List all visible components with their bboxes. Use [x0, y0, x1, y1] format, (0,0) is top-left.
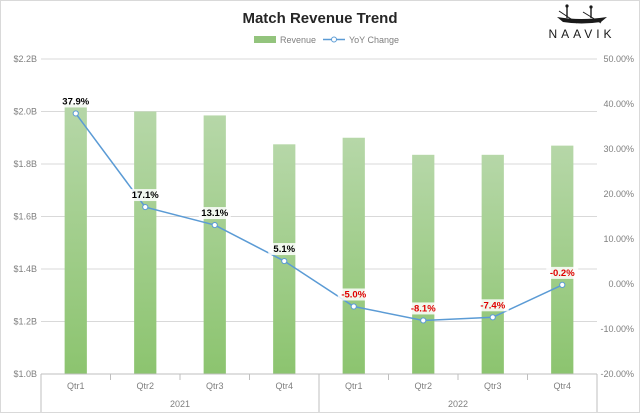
yoy-data-label: 17.1%: [132, 190, 159, 201]
oar-icon: [558, 10, 578, 24]
revenue-bar: [481, 154, 504, 374]
revenue-bar: [412, 154, 435, 374]
x-tick-label: Qtr3: [484, 381, 502, 391]
revenue-bar: [203, 115, 226, 374]
revenue-bar: [64, 103, 87, 374]
x-tick-label: Qtr2: [414, 381, 432, 391]
revenue-bar: [342, 137, 365, 374]
yoy-data-label: 13.1%: [201, 208, 228, 219]
logo-text: NAAVIK: [548, 27, 615, 41]
x-group-label: 2022: [448, 399, 468, 409]
yoy-label-background: [59, 95, 92, 108]
legend-revenue-label: Revenue: [280, 35, 316, 45]
yoy-point: [72, 110, 79, 117]
y-left-tick-label: $2.2B: [13, 54, 37, 64]
gridlines: [41, 58, 597, 375]
oar-icon: [582, 11, 602, 24]
revenue-bar: [551, 145, 574, 374]
y-right-tick-label: 30.00%: [603, 144, 634, 154]
y-left-tick-label: $1.2B: [13, 317, 37, 327]
yoy-label-background: [129, 189, 162, 202]
y-right-tick-label: 50.00%: [603, 54, 634, 64]
y-axis-right: -20.00% -10.00% 0.00% 10.00% 20.00% 30.00% 40.…: [600, 54, 634, 379]
yoy-data-label: -0.2%: [550, 268, 575, 279]
y-left-tick-label: $2.0B: [13, 107, 37, 117]
y-left-tick-label: $1.6B: [13, 212, 37, 222]
yoy-data-label: 5.1%: [273, 244, 295, 255]
x-tick-label: Qtr1: [345, 381, 363, 391]
yoy-data-label: 37.9%: [62, 96, 89, 107]
yoy-point: [489, 314, 496, 321]
naavik-logo: NAAVIK: [548, 4, 615, 41]
chart-title: Match Revenue Trend: [242, 10, 397, 27]
y-left-tick-label: $1.0B: [13, 369, 37, 379]
x-tick-label: Qtr4: [275, 381, 293, 391]
yoy-line: [72, 110, 566, 324]
x-tick-label: Qtr2: [136, 381, 154, 391]
yoy-series-line: [75, 113, 563, 322]
y-left-tick-label: $1.4B: [13, 264, 37, 274]
yoy-data-label: -7.4%: [480, 300, 505, 311]
yoy-point: [350, 303, 357, 310]
x-tick-label: Qtr1: [67, 381, 85, 391]
yoy-point: [281, 257, 288, 265]
y-left-tick-label: $1.8B: [13, 159, 37, 169]
yoy-data-labels: 37.9% 17.1% 13.1% 5.1% -5.0% -8.1% -7.4% -0.2%: [59, 95, 579, 315]
legend-yoy-marker: [331, 36, 337, 43]
yoy-label-background: [407, 302, 440, 315]
legend-yoy-label: YoY Change: [349, 35, 399, 45]
yoy-point: [142, 203, 149, 211]
yoy-data-label: -8.1%: [411, 303, 436, 314]
yoy-label-background: [546, 266, 579, 279]
x-group-label: 2021: [170, 399, 190, 409]
yoy-point: [211, 221, 218, 229]
y-right-tick-label: 10.00%: [603, 234, 634, 244]
x-tick-label: Qtr3: [206, 381, 224, 391]
revenue-bars: [64, 103, 574, 374]
yoy-label-background: [268, 243, 301, 256]
yoy-point: [559, 281, 566, 288]
yoy-label-background: [337, 288, 370, 301]
yoy-point: [420, 317, 427, 324]
legend-revenue-swatch: [254, 36, 276, 43]
y-right-tick-label: 0.00%: [608, 279, 634, 289]
y-right-tick-label: 20.00%: [603, 189, 634, 199]
y-right-tick-label: 40.00%: [603, 99, 634, 109]
revenue-bar: [134, 111, 157, 374]
rower-head-icon: [565, 4, 569, 8]
y-right-tick-label: -20.00%: [600, 369, 634, 379]
x-tick-label: Qtr4: [553, 381, 571, 391]
y-axis-left: $1.0B $1.2B $1.4B $1.6B $1.8B $2.0B $2.2B: [13, 54, 37, 379]
yoy-label-background: [198, 207, 231, 220]
x-axis: Qtr1 Qtr2 Qtr3 Qtr4 Qtr1 Qtr2 Qtr3 Qtr4 2021 2022: [40, 373, 598, 412]
rower-head-icon: [589, 5, 593, 9]
legend: Revenue YoY Change: [254, 35, 399, 45]
y-right-tick-label: -10.00%: [600, 324, 634, 334]
yoy-data-label: -5.0%: [341, 290, 366, 301]
yoy-label-background: [476, 299, 509, 312]
